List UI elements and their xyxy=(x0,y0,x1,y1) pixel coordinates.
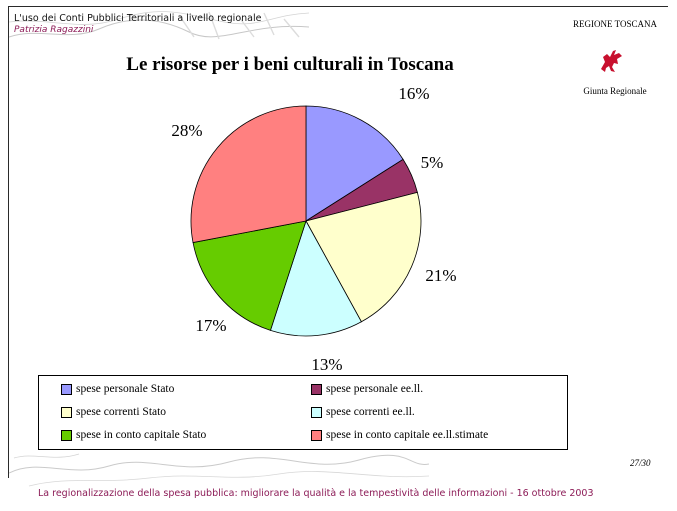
pegasus-icon xyxy=(597,47,625,75)
organization-name: REGIONE TOSCANA xyxy=(573,19,657,29)
pie-slice-label: 5% xyxy=(421,153,444,172)
legend-label: spese in conto capitale ee.ll.stimate xyxy=(326,429,489,441)
legend-swatch xyxy=(311,429,322,441)
legend-swatch xyxy=(311,406,322,418)
pie-slice xyxy=(305,191,422,323)
legend-swatch xyxy=(311,383,322,395)
legend-label: spese correnti ee.ll. xyxy=(326,406,415,418)
map-background-bottom-icon xyxy=(9,453,429,487)
frame-top-line xyxy=(8,6,668,7)
legend-label: spese in conto capitale Stato xyxy=(76,429,207,441)
pie-slice-label: 17% xyxy=(195,316,226,335)
frame-left-line xyxy=(8,6,9,478)
legend-swatch xyxy=(61,383,72,395)
pie-slice xyxy=(269,219,362,337)
legend-item: spese in conto capitale Stato xyxy=(61,429,206,441)
legend-item: spese personale Stato xyxy=(61,383,174,395)
pie-slice-label: 28% xyxy=(171,121,202,140)
legend-swatch xyxy=(61,429,72,441)
legend-swatch xyxy=(61,406,72,418)
pie-slice xyxy=(305,105,404,222)
legend-item: spese in conto capitale ee.ll.stimate xyxy=(311,429,488,441)
pie-slice xyxy=(192,220,307,331)
page-number: 27/30 xyxy=(630,458,651,468)
legend-item: spese personale ee.ll. xyxy=(311,383,423,395)
chart-title: Le risorse per i beni culturali in Tosca… xyxy=(126,54,454,75)
chart-legend: spese personale Stato spese personale ee… xyxy=(38,375,568,450)
legend-label: spese personale Stato xyxy=(76,383,175,395)
pie-slice-label: 13% xyxy=(311,355,342,374)
legend-label: spese personale ee.ll. xyxy=(326,383,424,395)
legend-item: spese correnti Stato xyxy=(61,406,166,418)
presentation-title: L'uso dei Conti Pubblici Territoriali a … xyxy=(14,13,262,24)
legend-item: spese correnti ee.ll. xyxy=(311,406,415,418)
pie-slice xyxy=(190,105,307,244)
presentation-author: Patrizia Ragazzini xyxy=(14,25,94,35)
pie-slice-label: 16% xyxy=(398,84,429,103)
map-background-top-icon xyxy=(9,11,309,40)
legend-label: spese correnti Stato xyxy=(76,406,167,418)
pie-slice-label: 21% xyxy=(425,266,456,285)
footer-text: La regionalizzazione della spesa pubblic… xyxy=(38,488,594,499)
organization-subtitle: Giunta Regionale xyxy=(583,86,647,96)
